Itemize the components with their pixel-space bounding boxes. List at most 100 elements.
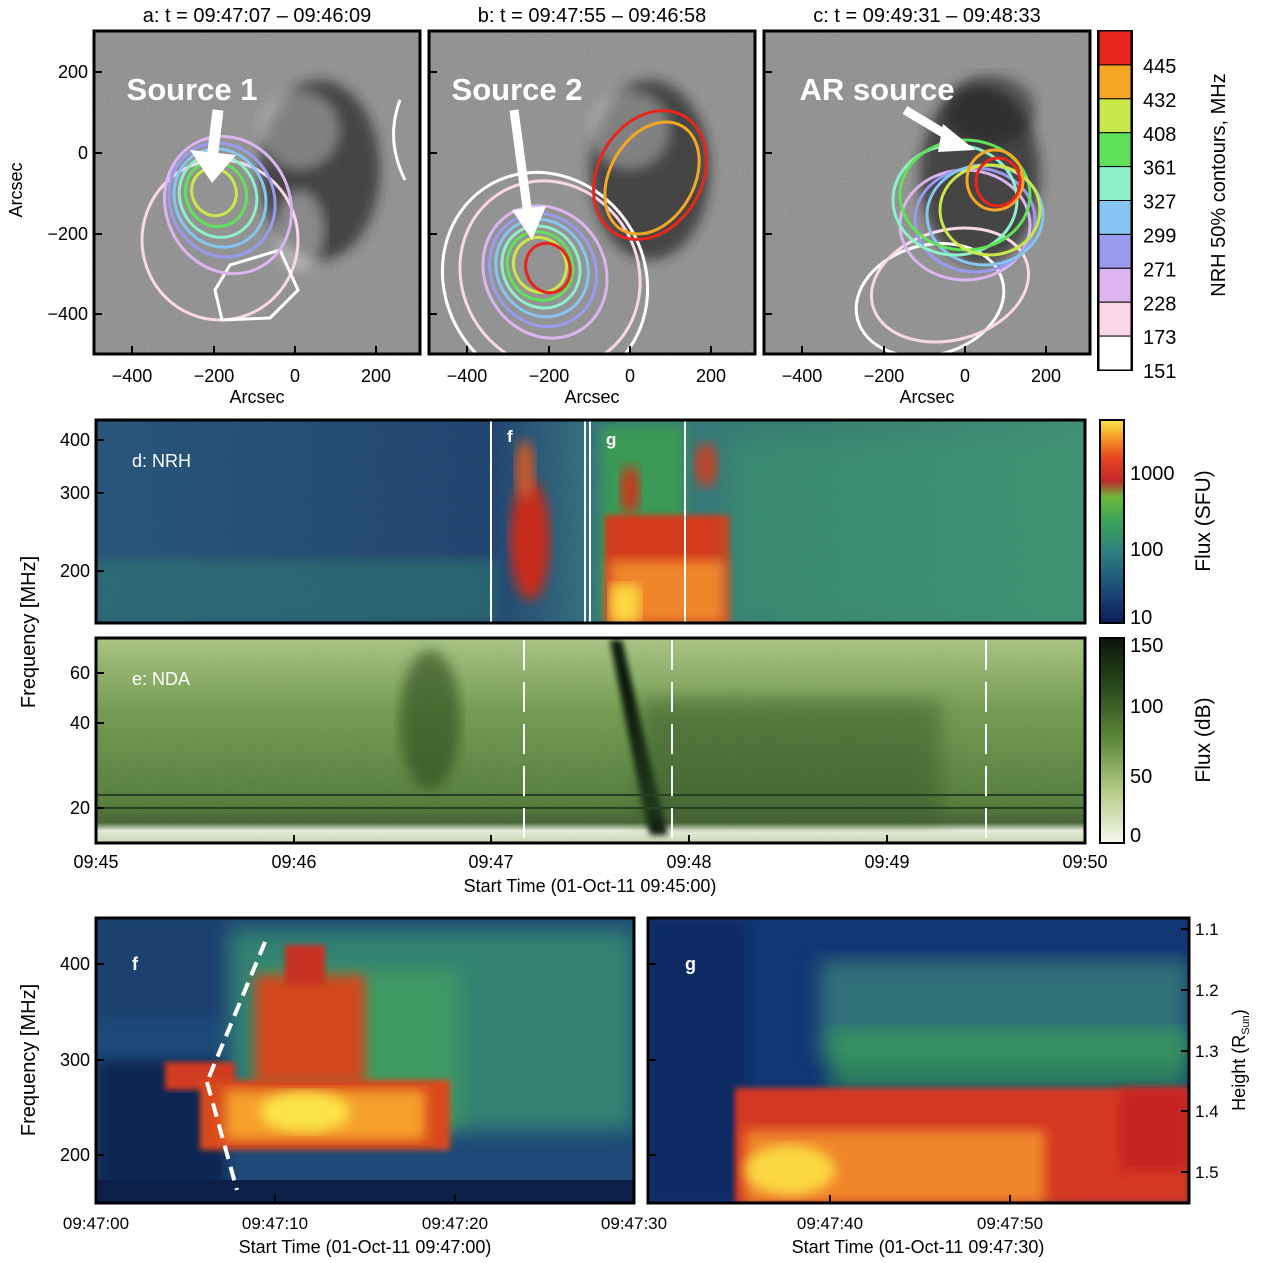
zoom-y-tick-label: 200	[60, 1145, 90, 1165]
nda-colorbar-tick: 0	[1130, 825, 1141, 847]
map-y-tick-label: 0	[78, 143, 88, 163]
nrh-spectrogram: d: NRH f g Flux (SFU)	[94, 418, 1215, 625]
legend-freq: 432	[1143, 90, 1176, 112]
legend-freq: 361	[1143, 158, 1176, 180]
zoom-f-x-tick-label: 09:47:10	[242, 1214, 308, 1233]
nrh-colorbar-tick: 10	[1130, 607, 1152, 629]
map-x-tick-label: 0	[290, 366, 300, 386]
zoom-axes: 400 300 200 09:47:00 09:47:10 09:47:20 09:47:3…	[60, 920, 1219, 1233]
spectrogram-x-tick-label: 09:45	[73, 852, 118, 872]
height-tick-label: 1.2	[1195, 981, 1219, 1000]
nrh-y-tick-label: 200	[60, 561, 90, 581]
spectrogram-x-tick-label: 09:49	[864, 852, 909, 872]
map-a-title: a: t = 09:47:07 – 09:46:09	[143, 5, 372, 27]
map-panel-c: c: t = 09:49:31 – 09:48:33 AR source	[762, 5, 1092, 356]
nrh-colorbar-tick: 1000	[1130, 463, 1175, 485]
map-a-annotation: Source 1	[127, 72, 258, 107]
legend-freq: 271	[1143, 259, 1176, 281]
legend-freq: 327	[1143, 192, 1176, 214]
spectrogram-x-tick-label: 09:46	[271, 852, 316, 872]
nda-colorbar-tick: 100	[1130, 696, 1163, 718]
zoom-g-x-label: Start Time (01-Oct-11 09:47:30)	[792, 1237, 1045, 1257]
map-b-annotation: Source 2	[452, 72, 583, 107]
height-tick-label: 1.3	[1195, 1042, 1219, 1061]
zoom-f-x-tick-label: 09:47:30	[601, 1214, 667, 1233]
zoom-panel-g: g	[646, 916, 1191, 1205]
spectrogram-axes: 400 300 200 60 40 20 09:45 09:46 09:47 09:48 09:49…	[60, 430, 1175, 872]
legend-swatch	[1098, 233, 1132, 269]
map-x-label: Arcsec	[564, 387, 619, 407]
map-panel-b: b: t = 09:47:55 – 09:46:58 Source 2	[427, 5, 757, 356]
spectrogram-x-label: Start Time (01-Oct-11 09:45:00)	[464, 876, 717, 896]
nda-spectrogram: e: NDA Flux (dB)	[94, 636, 1215, 845]
map-y-tick-label: −400	[47, 304, 88, 324]
nrh-marker-f: f	[507, 427, 513, 446]
map-x-tick-label: −200	[194, 366, 235, 386]
nda-colorbar	[1099, 637, 1125, 844]
nda-y-tick-label: 60	[70, 663, 90, 683]
spectrogram-x-tick-label: 09:48	[666, 852, 711, 872]
map-x-label: Arcsec	[229, 387, 284, 407]
nrh-colorbar	[1099, 419, 1125, 624]
legend-swatch	[1098, 166, 1132, 202]
nrh-panel-label: d: NRH	[132, 451, 191, 471]
map-b-title: b: t = 09:47:55 – 09:46:58	[478, 5, 707, 27]
zoom-y-tick-label: 300	[60, 1050, 90, 1070]
legend-freq: 151	[1143, 361, 1176, 383]
legend-swatch	[1098, 64, 1132, 100]
nrh-marker-g: g	[606, 430, 616, 449]
map-x-tick-label: −200	[529, 366, 570, 386]
height-axis-label: Height (RSun)	[1229, 1009, 1252, 1111]
legend-swatch	[1098, 30, 1132, 66]
nrh-y-tick-label: 300	[60, 483, 90, 503]
zoom-f-x-label: Start Time (01-Oct-11 09:47:00)	[239, 1237, 492, 1257]
map-c-title: c: t = 09:49:31 – 09:48:33	[813, 5, 1040, 27]
nda-colorbar-tick: 150	[1130, 635, 1163, 657]
nrh-colorbar-label: Flux (SFU)	[1192, 470, 1215, 572]
map-x-tick-label: −400	[782, 366, 823, 386]
map-x-tick-label: 200	[1031, 366, 1061, 386]
nda-y-tick-label: 20	[70, 798, 90, 818]
height-tick-label: 1.1	[1195, 920, 1219, 939]
nda-panel-label: e: NDA	[132, 669, 190, 689]
zoom-panel-f: f	[94, 916, 636, 1205]
map-x-tick-label: 0	[960, 366, 970, 386]
legend-swatch	[1098, 98, 1132, 134]
map-y-tick-label: 200	[58, 62, 88, 82]
legend-title: NRH 50% contours, MHz	[1208, 73, 1230, 296]
nrh-colorbar-tick: 100	[1130, 539, 1163, 561]
map-y-label: Arcsec	[6, 162, 26, 217]
spectrogram-x-tick-label: 09:50	[1062, 852, 1107, 872]
map-c-annotation: AR source	[799, 72, 954, 107]
legend-swatch	[1098, 132, 1132, 168]
nda-colorbar-label: Flux (dB)	[1192, 697, 1215, 782]
map-x-tick-label: 200	[696, 366, 726, 386]
legend-swatch	[1098, 200, 1132, 235]
legend-freq: 445	[1143, 56, 1176, 78]
map-x-tick-label: −400	[112, 366, 153, 386]
zoom-g-label: g	[685, 954, 696, 974]
spectrogram-y-label: Frequency [MHz]	[18, 556, 40, 708]
map-x-tick-label: 0	[625, 366, 635, 386]
zoom-g-x-tick-label: 09:47:50	[977, 1214, 1043, 1233]
zoom-f-label: f	[132, 954, 139, 974]
zoom-f-x-tick-label: 09:47:20	[422, 1214, 488, 1233]
nda-y-tick-label: 40	[70, 713, 90, 733]
zoom-g-x-tick-label: 09:47:40	[797, 1214, 863, 1233]
zoom-y-label: Frequency [MHz]	[18, 984, 40, 1136]
nrh-y-tick-label: 400	[60, 430, 90, 450]
height-tick-label: 1.5	[1195, 1163, 1219, 1182]
legend-freq: 228	[1143, 293, 1176, 315]
legend-swatch	[1098, 267, 1132, 303]
spectrogram-x-tick-label: 09:47	[468, 852, 513, 872]
legend-freq: 173	[1143, 327, 1176, 349]
zoom-f-x-tick-label: 09:47:00	[63, 1214, 129, 1233]
height-tick-label: 1.4	[1195, 1102, 1219, 1121]
legend-freq: 299	[1143, 225, 1176, 247]
map-x-tick-label: −400	[447, 366, 488, 386]
legend-freq: 408	[1143, 124, 1176, 146]
nda-colorbar-tick: 50	[1130, 766, 1152, 788]
map-x-tick-label: −200	[864, 366, 905, 386]
map-x-tick-label: 200	[361, 366, 391, 386]
